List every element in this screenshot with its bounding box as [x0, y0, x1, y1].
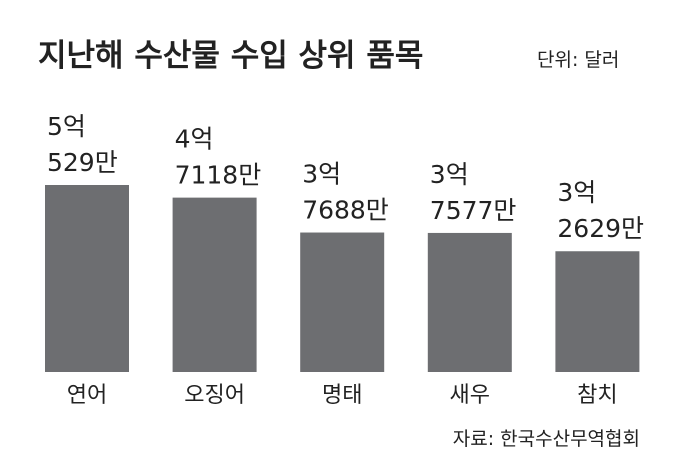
value-label: 4억 — [175, 125, 214, 154]
value-label: 7118만 — [175, 161, 262, 190]
value-label: 529만 — [47, 148, 118, 177]
x-tick-label: 명태 — [322, 383, 362, 408]
chart-title: 지난해 수산물 수입 상위 품목 — [38, 38, 423, 74]
value-label: 3억 — [557, 178, 596, 207]
value-label: 3억 — [302, 160, 341, 189]
bar — [555, 251, 640, 372]
x-tick-label: 오징어 — [184, 383, 245, 408]
bar — [45, 185, 129, 372]
value-label: 7577만 — [430, 196, 517, 225]
x-tick-label: 새우 — [450, 383, 490, 408]
bar — [427, 232, 512, 372]
x-tick-label: 연어 — [67, 383, 107, 408]
value-label: 5억 — [47, 112, 86, 141]
bar — [172, 197, 257, 372]
bar — [300, 232, 385, 372]
value-label: 3억 — [430, 160, 469, 189]
value-label: 7688만 — [302, 196, 389, 225]
value-label: 2629만 — [557, 214, 644, 243]
source: 자료: 한국수산무역협회 — [453, 428, 640, 450]
chart-subtitle: 단위: 달러 — [537, 49, 619, 71]
x-tick-label: 참치 — [577, 383, 617, 408]
